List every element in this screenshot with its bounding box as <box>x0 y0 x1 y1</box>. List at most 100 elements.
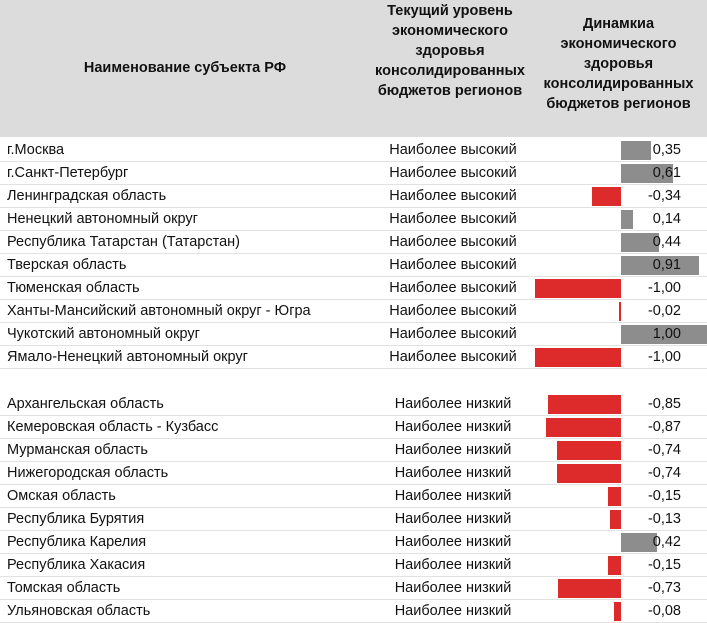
table-row: Омская область Наиболее низкий -0,15 <box>0 485 707 508</box>
current-level: Наиболее высокий <box>389 326 517 342</box>
current-level: Наиболее низкий <box>394 557 512 573</box>
dynamics-bar-negative <box>547 395 621 414</box>
dynamics-bar-positive <box>621 141 652 160</box>
dynamics-value: -0,34 <box>647 188 681 204</box>
dynamics-value: -0,15 <box>647 488 681 504</box>
region-name: Ненецкий автономный округ <box>7 211 198 227</box>
table-row: Ленинградская область Наиболее высокий -0,… <box>0 185 707 208</box>
table-row: Ямало-Ненецкий автономный округ Наиболее … <box>0 346 707 369</box>
region-name: Ленинградская область <box>7 188 167 204</box>
region-name: Ямало-Ненецкий автономный округ <box>7 349 248 365</box>
region-name: г.Москва <box>7 142 65 158</box>
dynamics-bar-positive <box>621 164 674 183</box>
dynamics-value: -0,85 <box>647 396 681 412</box>
region-name: Республика Татарстан (Татарстан) <box>7 234 240 250</box>
current-level: Наиболее низкий <box>394 442 512 458</box>
dynamics-value: -0,08 <box>647 603 681 619</box>
dynamics-value: 0,44 <box>652 234 681 250</box>
region-name: Чукотский автономный округ <box>7 326 200 342</box>
region-name: Ханты-Мансийский автономный округ - Югра <box>7 303 311 319</box>
dynamics-value: 0,14 <box>652 211 681 227</box>
current-level: Наиболее высокий <box>389 188 517 204</box>
current-level: Наиболее низкий <box>394 465 512 481</box>
current-level: Наиболее низкий <box>394 511 512 527</box>
region-name: Республика Карелия <box>7 534 147 550</box>
table-row: Томская область Наиболее низкий -0,73 <box>0 577 707 600</box>
table-row: Тверская область Наиболее высокий 0,91 <box>0 254 707 277</box>
region-name: Кемеровская область - Кузбасс <box>7 419 219 435</box>
dynamics-value: 0,42 <box>652 534 681 550</box>
dynamics-value: 0,35 <box>652 142 681 158</box>
dynamics-value: 0,91 <box>652 257 681 273</box>
header-current-level: Текущий уровень экономического здоровья … <box>375 3 525 99</box>
region-name: Омская область <box>7 488 116 504</box>
dynamics-value: -0,15 <box>647 557 681 573</box>
region-name: Томская область <box>7 580 121 596</box>
region-name: Тюменская область <box>7 280 140 296</box>
dynamics-bar-negative <box>558 579 621 598</box>
table-row: г.Санкт-Петербург Наиболее высокий 0,61 <box>0 162 707 185</box>
current-level: Наиболее низкий <box>394 396 512 412</box>
table-row: Ульяновская область Наиболее низкий -0,08 <box>0 600 707 623</box>
table-row: Тюменская область Наиболее высокий -1,00 <box>0 277 707 300</box>
region-name: Мурманская область <box>7 442 148 458</box>
current-level: Наиболее низкий <box>394 580 512 596</box>
region-name: Архангельская область <box>7 396 164 412</box>
table-row: Республика Хакасия Наиболее низкий -0,15 <box>0 554 707 577</box>
header-region-name: Наименование субъекта РФ <box>83 60 287 76</box>
current-level: Наиболее высокий <box>389 234 517 250</box>
dynamics-bar-negative <box>535 348 621 367</box>
dynamics-bar-positive <box>621 256 700 275</box>
dynamics-value: -0,74 <box>647 465 681 481</box>
dynamics-bar-negative <box>557 464 621 483</box>
dynamics-bar-positive <box>621 210 634 229</box>
region-name: Ульяновская область <box>7 603 151 619</box>
current-level: Наиболее низкий <box>394 603 512 619</box>
current-level: Наиболее низкий <box>394 534 512 550</box>
current-level: Наиболее низкий <box>394 419 512 435</box>
table-row: Ханты-Мансийский автономный округ - Югра… <box>0 300 707 323</box>
table-row: Республика Бурятия Наиболее низкий -0,13 <box>0 508 707 531</box>
dynamics-value: -0,13 <box>647 511 681 527</box>
region-name: Тверская область <box>7 257 127 273</box>
current-level: Наиболее высокий <box>389 303 517 319</box>
dynamics-value: -1,00 <box>647 280 681 296</box>
current-level: Наиболее высокий <box>389 211 517 227</box>
region-name: Республика Хакасия <box>7 557 146 573</box>
current-level: Наиболее высокий <box>389 280 517 296</box>
dynamics-value: -0,73 <box>647 580 681 596</box>
table-row: Архангельская область Наиболее низкий -0,8… <box>0 393 707 416</box>
table-header: Наименование субъекта РФ Текущий уровень… <box>0 0 707 137</box>
dynamics-bar-negative <box>546 418 621 437</box>
dynamics-bar-negative <box>608 556 621 575</box>
table-row: Мурманская область Наиболее низкий -0,74 <box>0 439 707 462</box>
current-level: Наиболее низкий <box>394 488 512 504</box>
dynamics-value: -0,02 <box>647 303 681 319</box>
region-name: Нижегородская область <box>7 465 169 481</box>
region-name: г.Санкт-Петербург <box>7 165 129 181</box>
current-level: Наиболее высокий <box>389 349 517 365</box>
dynamics-bar-positive <box>621 325 707 344</box>
dynamics-value: 1,00 <box>652 326 681 342</box>
table-row: Республика Карелия Наиболее низкий 0,42 <box>0 531 707 554</box>
dynamics-bar-negative <box>591 187 621 206</box>
header-dynamics: Динамкиа экономического здоровья консоли… <box>543 16 694 112</box>
current-level: Наиболее высокий <box>389 142 517 158</box>
current-level: Наиболее высокий <box>389 257 517 273</box>
dynamics-bar-negative <box>614 602 621 621</box>
table-row: Нижегородская область Наиболее низкий -0,7… <box>0 462 707 485</box>
dynamics-value: -1,00 <box>647 349 681 365</box>
dynamics-bar-positive <box>621 233 659 252</box>
current-level: Наиболее высокий <box>389 165 517 181</box>
group-separator <box>0 370 707 393</box>
table-row: Кемеровская область - Кузбасс Наиболее ни… <box>0 416 707 439</box>
dynamics-bar-negative <box>609 510 621 529</box>
region-name: Республика Бурятия <box>7 511 145 527</box>
table-row: Республика Татарстан (Татарстан) Наиболее… <box>0 231 707 254</box>
dynamics-value: -0,74 <box>647 442 681 458</box>
table-row: Чукотский автономный округ Наиболее высок… <box>0 323 707 346</box>
dynamics-bar-positive <box>621 533 658 552</box>
dynamics-bar-negative <box>535 279 621 298</box>
dynamics-bar-negative <box>557 441 621 460</box>
